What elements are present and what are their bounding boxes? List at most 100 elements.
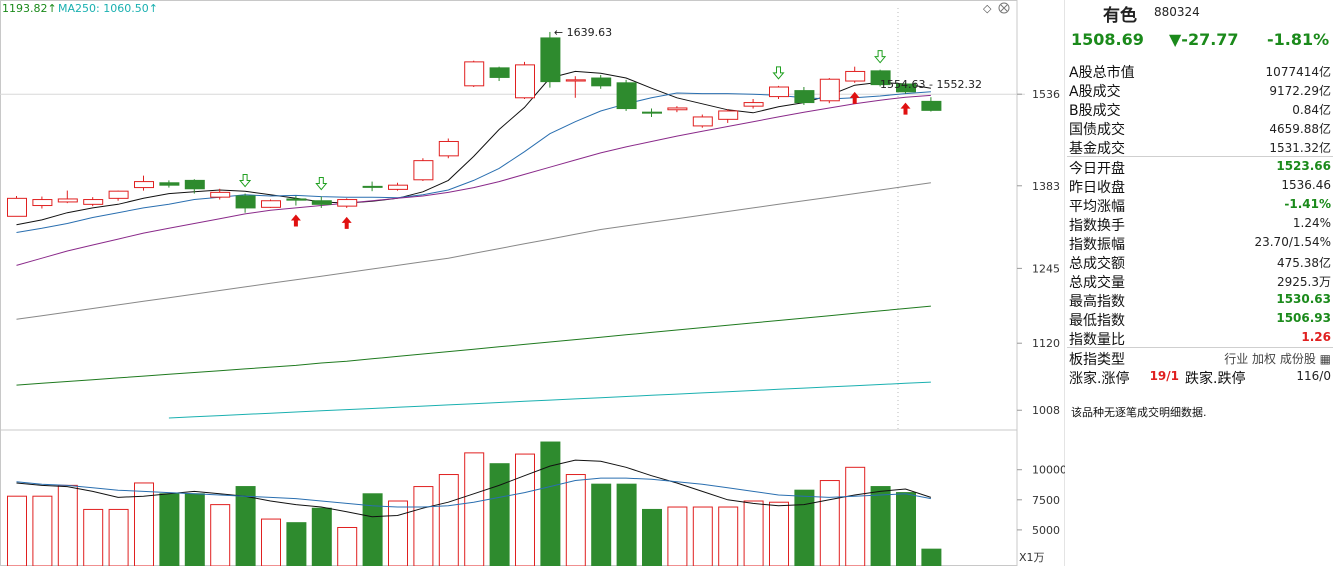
volume-ma10-line — [16, 477, 931, 508]
up-arrow-icon — [900, 102, 911, 115]
candle-body — [642, 111, 662, 114]
stat-value: 4659.88亿 — [1269, 122, 1331, 136]
volume-bar — [591, 483, 612, 566]
volume-bar — [565, 474, 586, 566]
candle-body — [184, 179, 205, 190]
grid-icon[interactable]: ▦ — [1319, 352, 1331, 366]
volume-bar — [108, 508, 129, 566]
candle-body — [591, 77, 612, 87]
candle-body — [921, 100, 942, 111]
volume-bar — [362, 493, 383, 566]
stat-row: 总成交量 2925.3万 — [1067, 271, 1333, 291]
candle-body — [32, 199, 53, 207]
down-limit-label: 跌家.跌停 — [1185, 371, 1246, 387]
ma250-legend: MA250: 1060.50↑ — [58, 2, 158, 15]
volume-bar — [286, 522, 307, 566]
stat-label: 总成交额 — [1069, 256, 1125, 272]
price-frame — [0, 0, 1018, 431]
tick-data-note: 该品种无逐笔成交明细数据. — [1071, 406, 1207, 419]
ma60-line — [16, 182, 931, 320]
volume-bar — [464, 452, 485, 566]
volume-bar — [718, 506, 739, 566]
stat-label: 今日开盘 — [1069, 161, 1125, 177]
volume-unit-label: X1万 — [1019, 551, 1045, 564]
candle-body — [540, 37, 561, 83]
stat-row: 总成交额 475.38亿 — [1067, 252, 1333, 272]
stat-row: 指数换手 1.24% — [1067, 214, 1333, 234]
volume-bar — [692, 506, 713, 566]
stat-row: 今日开盘 1523.66 — [1067, 156, 1333, 177]
candle-body — [896, 83, 916, 93]
moving-average-lines — [16, 70, 931, 419]
stat-value: 1530.63 — [1276, 292, 1331, 306]
stat-label: 平均涨幅 — [1069, 199, 1125, 215]
stat-value: 475.38亿 — [1277, 256, 1331, 270]
stat-value: 1077414亿 — [1265, 65, 1331, 79]
candle-body — [565, 79, 586, 82]
updown-row: 涨家.涨停 19/1 跌家.跌停 116/0 — [1067, 367, 1333, 387]
index-name: 有色 — [1103, 6, 1137, 26]
volume-bar — [83, 508, 104, 566]
volume-bar — [667, 506, 688, 566]
stat-label: 指数换手 — [1069, 218, 1125, 234]
diamond-icon[interactable]: ◇ — [983, 2, 992, 15]
volume-bar — [413, 486, 434, 566]
stat-value: 1.24% — [1292, 216, 1331, 230]
stat-value: 23.70/1.54% — [1254, 235, 1331, 249]
candle-body — [743, 102, 764, 107]
stat-label: A股成交 — [1069, 84, 1121, 100]
candle-body — [870, 70, 891, 86]
stat-row: 国债成交 4659.88亿 — [1067, 118, 1333, 138]
up-limit-value: 19/1 — [1149, 369, 1179, 383]
volume-bar — [515, 453, 535, 566]
up-limit-label: 涨家.涨停 — [1069, 371, 1130, 387]
candle-body — [210, 191, 231, 198]
candle-body — [134, 181, 154, 189]
candle-body — [794, 90, 815, 104]
stat-value: 2925.3万 — [1277, 275, 1331, 289]
down-arrow-icon — [874, 50, 887, 64]
candle-body — [616, 82, 637, 110]
stats-table: A股总市值 1077414亿 A股成交 9172.29亿 B股成交 0.84亿 国债成交 46… — [1067, 61, 1333, 387]
volume-bars — [7, 441, 942, 566]
candle-body — [489, 67, 510, 78]
volume-ma5-line — [16, 459, 932, 518]
volume-tick-label: 5000 — [1032, 524, 1060, 537]
volume-bar — [616, 483, 637, 566]
close-icon-cross — [1000, 4, 1008, 12]
volume-bar — [438, 474, 459, 566]
volume-bar — [845, 466, 866, 566]
volume-bar — [235, 486, 256, 566]
candle-body — [159, 182, 180, 186]
candle-body — [108, 190, 129, 199]
volume-bar — [57, 484, 78, 566]
ma5-line — [16, 70, 931, 226]
candle-body — [261, 200, 281, 208]
down-arrow-icon — [239, 174, 252, 188]
board-type-label: 板指类型 — [1069, 352, 1125, 368]
stat-label: 最低指数 — [1069, 313, 1125, 329]
volume-bar — [134, 482, 154, 566]
stat-row: 指数振幅 23.70/1.54% — [1067, 233, 1333, 253]
volume-bar — [819, 480, 840, 566]
volume-bar — [540, 441, 561, 566]
candle-body — [667, 107, 688, 111]
price-change-pct: -1.81% — [1267, 30, 1330, 49]
volume-bar — [870, 486, 891, 566]
kline-chart[interactable]: 1536 1383 1245 1120 1008 10000 7500 5000 X1万 ← 1… — [0, 0, 1065, 566]
stat-row: A股总市值 1077414亿 — [1067, 61, 1333, 81]
volume-bar — [184, 493, 205, 566]
price-change: ▼-27.77 — [1169, 30, 1239, 49]
close-icon[interactable] — [998, 2, 1010, 14]
stat-value: 9172.29亿 — [1269, 84, 1331, 98]
ma250-line — [168, 381, 931, 419]
index-code: 880324 — [1154, 5, 1200, 19]
candle-body — [83, 199, 104, 205]
stat-value: 1523.66 — [1276, 159, 1331, 173]
volume-tick-label: 7500 — [1032, 494, 1060, 507]
price-tick-label: 1245 — [1032, 262, 1060, 275]
ma-legend-prev: 1193.82↑ — [2, 2, 57, 15]
stat-label: A股总市值 — [1069, 65, 1135, 81]
candle-body — [413, 160, 434, 181]
ma120-line — [16, 305, 931, 386]
